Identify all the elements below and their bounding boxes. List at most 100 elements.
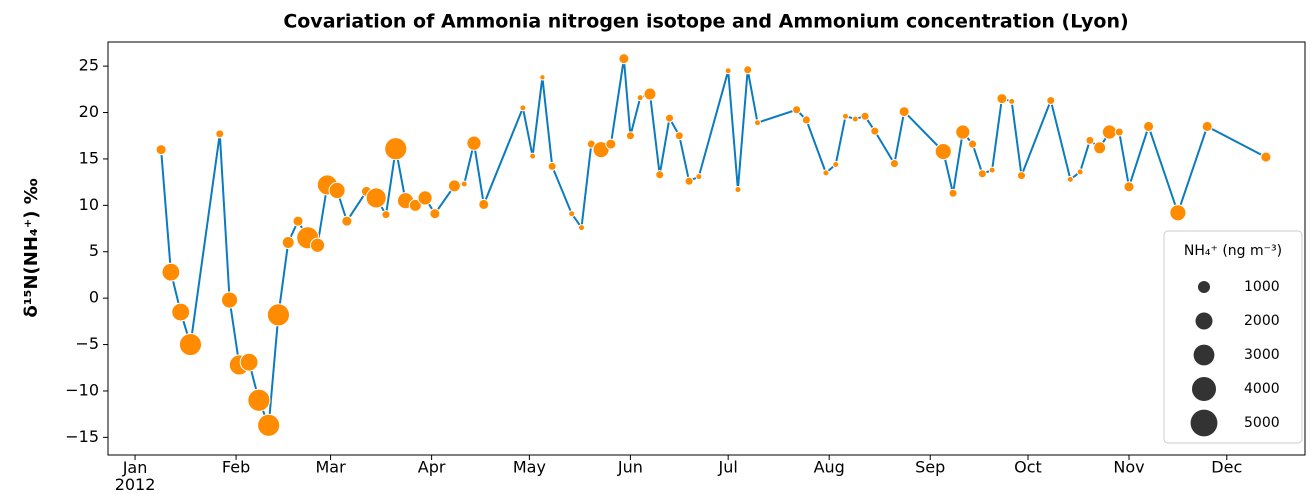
- data-point: [292, 215, 304, 227]
- data-point: [618, 53, 630, 65]
- data-point: [220, 291, 239, 309]
- data-point: [889, 159, 899, 169]
- data-point: [592, 141, 610, 159]
- x-tick-label: Apr: [418, 458, 446, 477]
- data-point: [365, 187, 387, 209]
- data-point: [519, 104, 527, 112]
- legend-label: 3000: [1244, 347, 1280, 363]
- x-tick-label: Oct: [1014, 458, 1042, 477]
- data-point: [257, 413, 281, 437]
- data-point: [247, 388, 271, 412]
- y-tick-label: 0: [89, 288, 99, 307]
- data-point: [643, 87, 657, 101]
- data-point: [328, 181, 346, 200]
- data-point: [898, 106, 910, 118]
- data-point: [460, 180, 468, 188]
- y-tick-label: −15: [65, 427, 99, 446]
- data-point: [851, 115, 859, 123]
- legend-marker: [1197, 280, 1211, 294]
- data-point: [1143, 120, 1155, 132]
- data-point: [792, 105, 802, 115]
- data-point: [625, 131, 635, 141]
- data-point: [841, 112, 849, 120]
- data-point: [988, 166, 996, 174]
- plot-frame: [107, 41, 1306, 456]
- data-point: [605, 138, 617, 150]
- data-point: [171, 302, 191, 322]
- data-point: [1201, 120, 1213, 132]
- x-tick-label: Mar: [315, 458, 346, 477]
- data-point: [384, 137, 408, 161]
- data-point: [636, 94, 644, 102]
- legend-label: 2000: [1244, 313, 1280, 329]
- data-point: [215, 129, 225, 139]
- data-point: [996, 93, 1008, 105]
- data-point: [178, 332, 203, 357]
- data-point: [1046, 95, 1056, 106]
- data-point: [1066, 175, 1074, 183]
- data-point: [1101, 124, 1118, 140]
- data-point: [429, 208, 441, 220]
- data-point: [578, 224, 586, 232]
- data-point: [674, 131, 684, 141]
- legend-box: [1163, 230, 1303, 444]
- data-point: [568, 210, 576, 218]
- data-point: [1114, 127, 1124, 137]
- data-point: [539, 74, 546, 81]
- data-point: [408, 198, 422, 212]
- data-point: [695, 173, 703, 181]
- legend-label: 4000: [1244, 381, 1280, 397]
- data-point: [417, 190, 433, 206]
- legend-label: 5000: [1244, 415, 1280, 431]
- y-tick-label: 15: [79, 148, 99, 167]
- data-point: [870, 126, 880, 136]
- y-tick-label: −10: [65, 380, 99, 399]
- x-tick-label: Aug: [814, 458, 845, 477]
- legend-marker: [1195, 312, 1213, 330]
- data-line: [160, 58, 1267, 426]
- data-point: [664, 113, 675, 123]
- data-point: [753, 119, 762, 127]
- data-point: [281, 235, 295, 249]
- data-point: [1260, 151, 1272, 163]
- data-point: [734, 186, 742, 194]
- y-axis-label: δ¹⁵N(NH₄⁺) ‰: [21, 178, 42, 317]
- x-tick-label: Jan 2012: [115, 458, 156, 494]
- data-point: [832, 161, 840, 169]
- data-point: [1085, 135, 1095, 145]
- x-tick-label: Sep: [915, 458, 945, 477]
- data-point: [1169, 204, 1187, 222]
- data-point: [801, 115, 811, 125]
- x-tick-label: Dec: [1211, 458, 1242, 477]
- data-point: [955, 124, 971, 140]
- data-point: [684, 176, 694, 186]
- y-tick-label: 5: [89, 241, 99, 260]
- data-point: [934, 142, 952, 161]
- data-point: [466, 135, 482, 151]
- x-tick-label: Feb: [222, 458, 250, 477]
- data-point: [381, 210, 391, 220]
- legend-marker: [1190, 409, 1218, 437]
- data-point: [341, 215, 353, 227]
- data-point: [822, 169, 830, 177]
- y-tick-label: 25: [79, 56, 99, 75]
- y-tick-label: −5: [75, 334, 99, 353]
- data-point: [655, 170, 665, 180]
- x-tick-label: May: [513, 458, 546, 477]
- chart-title: Covariation of Ammonia nitrogen isotope …: [283, 11, 1128, 33]
- data-point: [1008, 97, 1016, 105]
- data-point: [1076, 168, 1084, 176]
- legend-marker: [1191, 376, 1217, 402]
- data-point: [266, 303, 291, 327]
- data-point: [161, 262, 181, 282]
- data-point: [743, 65, 753, 75]
- y-tick-label: 20: [79, 102, 99, 121]
- data-point: [968, 139, 978, 149]
- data-point: [547, 161, 557, 171]
- data-point: [155, 144, 167, 156]
- data-point: [529, 152, 537, 160]
- data-point: [977, 169, 987, 179]
- data-point: [1016, 171, 1027, 181]
- data-point: [1093, 141, 1107, 155]
